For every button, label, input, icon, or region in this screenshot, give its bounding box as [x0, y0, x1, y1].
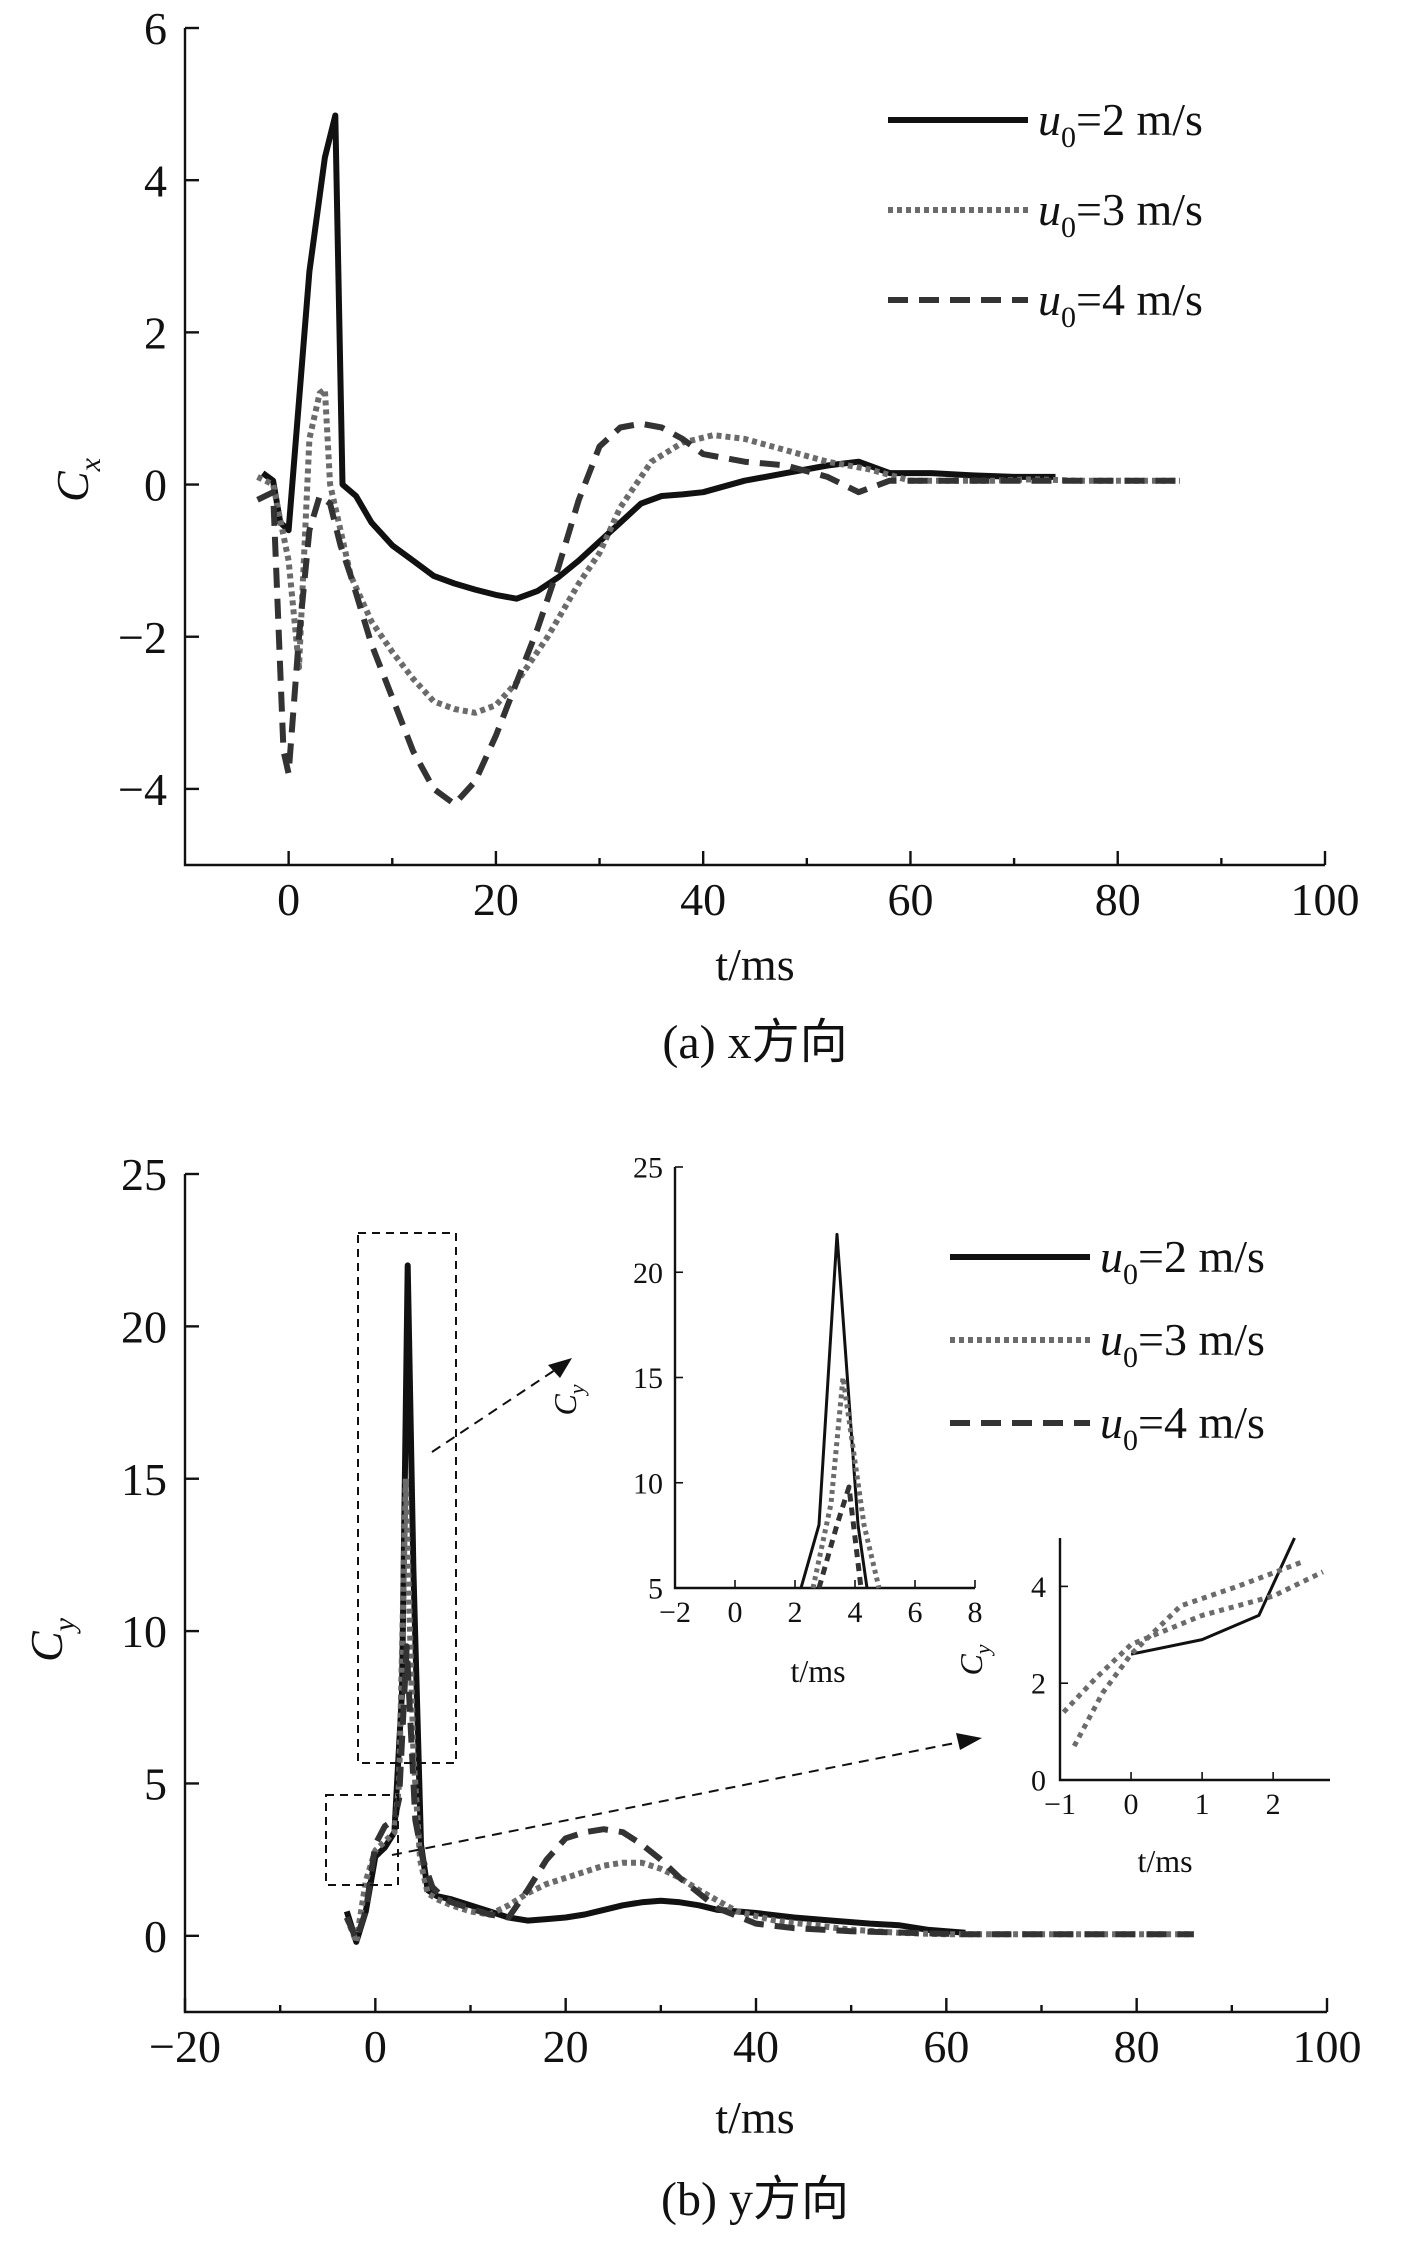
chart-inset1-xtick-label: 4	[848, 1596, 863, 1629]
zoom-box-start	[325, 1794, 399, 1886]
inset-peak: −2 0 2 4 6 8 5 10 15 20 25 Cy t/ms	[547, 1152, 983, 1690]
legend-label-4: u0=4 m/s	[1100, 1397, 1265, 1457]
chart-b-axes	[183, 1174, 1327, 2014]
chart-inset1-ytick-label: 15	[633, 1362, 663, 1395]
chart-inset1-xtick-label: 0	[728, 1596, 743, 1629]
chart-b-ytick-label: 15	[121, 1454, 167, 1505]
chart-b-xtick-label: 80	[1114, 2021, 1160, 2072]
chart-inset1-ytick-label: 10	[633, 1467, 663, 1500]
chart-inset1-series-2ms	[799, 1232, 869, 1589]
chart-inset2-series-4ms	[1071, 1559, 1303, 1748]
chart-a-ytick-label: 2	[144, 307, 167, 358]
chart-a-ylabel: Cx	[47, 457, 107, 502]
chart-b-series-3ms	[344, 1475, 1194, 1945]
zoom-arrow-start	[391, 1741, 961, 1856]
chart-a-series-4ms	[256, 420, 1180, 808]
chart-b-xtick-label: 40	[733, 2021, 779, 2072]
zoom-arrow-start-head	[956, 1733, 982, 1750]
chart-b-legend: u0=2 m/s u0=3 m/s u0=4 m/s	[950, 1231, 1265, 1457]
chart-a-ytick-label: 0	[144, 460, 167, 511]
chart-b-xlabel: t/ms	[715, 2092, 794, 2143]
chart-a-ytick-label: −2	[118, 612, 167, 663]
chart-a-xtick-label: 100	[1291, 874, 1360, 925]
chart-inset2-ytick-label: 4	[1031, 1571, 1046, 1604]
chart-inset2-ytick-label: 0	[1031, 1765, 1046, 1798]
legend-label-2: u0=2 m/s	[1038, 94, 1203, 154]
chart-b-ytick-label: 20	[121, 1301, 167, 1352]
legend-label-3: u0=3 m/s	[1100, 1314, 1265, 1374]
chart-b-ytick-label: 0	[144, 1911, 167, 1962]
chart-inset1-ytick-label: 20	[633, 1257, 663, 1290]
chart-b-caption: (b) y方向	[661, 2173, 849, 2226]
chart-b-xtick-label: −20	[149, 2021, 221, 2072]
inset-start-axes	[1058, 1538, 1330, 1782]
inset-peak-xlabel: t/ms	[790, 1653, 845, 1689]
chart-a: 0 20 40 60 80 100 −4 −2 0 2 4 6 Cx t/ms (a) x方向 u0=…	[47, 3, 1360, 1069]
chart-b-xtick-label: 60	[923, 2021, 969, 2072]
inset-start-ylabel: Cy	[953, 1644, 995, 1675]
zoom-arrow-peak-head	[548, 1358, 572, 1378]
chart-inset1-series-4ms	[816, 1484, 864, 1589]
chart-inset1-series-3ms	[810, 1375, 882, 1589]
chart-b-ytick-label: 10	[121, 1606, 167, 1657]
chart-a-series-3ms	[256, 386, 1180, 716]
chart-a-xlabel: t/ms	[715, 939, 794, 990]
chart-inset2-series-2ms	[1130, 1537, 1296, 1656]
inset-start-xlabel: t/ms	[1137, 1843, 1192, 1879]
chart-a-ytick-label: 4	[144, 155, 167, 206]
chart-a-ytick-label: −4	[118, 764, 167, 815]
zoom-box-peak	[357, 1232, 457, 1764]
chart-inset1-xtick-label: 2	[788, 1596, 803, 1629]
chart-b-ylabel: Cy	[21, 1617, 81, 1662]
chart-a-xtick-label: 0	[277, 874, 300, 925]
legend-label-2: u0=2 m/s	[1100, 1231, 1265, 1291]
chart-inset2-xtick-label: 1	[1195, 1788, 1210, 1821]
chart-a-xtick-label: 40	[680, 874, 726, 925]
chart-inset1-ytick-label: 25	[633, 1152, 663, 1185]
chart-b-ytick-label: 25	[121, 1149, 167, 1200]
legend-label-3: u0=3 m/s	[1038, 184, 1203, 244]
chart-a-xtick-label: 60	[887, 874, 933, 925]
chart-inset2-xtick-label: 0	[1124, 1788, 1139, 1821]
inset-peak-ylabel: Cy	[547, 1384, 589, 1415]
chart-a-xtick-label: 80	[1095, 874, 1141, 925]
chart-inset1-xtick-label: 8	[968, 1596, 983, 1629]
zoom-arrow-peak	[431, 1369, 556, 1453]
chart-a-legend: u0=2 m/s u0=3 m/s u0=4 m/s	[888, 94, 1203, 334]
chart-a-ytick-label: 6	[144, 3, 167, 54]
chart-b-xtick-label: 100	[1293, 2021, 1362, 2072]
chart-b-xtick-label: 0	[364, 2021, 387, 2072]
chart-inset2-xtick-label: −1	[1044, 1788, 1076, 1821]
chart-inset1-ytick-label: 5	[648, 1573, 663, 1606]
chart-inset1-xtick-label: −2	[659, 1596, 691, 1629]
chart-inset2-xtick-label: 2	[1266, 1788, 1281, 1821]
chart-inset2-ytick-label: 2	[1031, 1668, 1046, 1701]
chart-a-series-2ms	[260, 112, 1056, 602]
chart-a-axes	[183, 28, 1325, 867]
chart-inset1-xtick-label: 6	[908, 1596, 923, 1629]
chart-a-caption: (a) x方向	[662, 1016, 847, 1069]
legend-label-4: u0=4 m/s	[1038, 274, 1203, 334]
chart-inset2-series-3ms	[1061, 1569, 1324, 1714]
chart-b-xtick-label: 20	[543, 2021, 589, 2072]
chart-b-ytick-label: 5	[144, 1759, 167, 1810]
chart-b-series-4ms	[344, 1643, 1194, 1942]
chart-a-xtick-label: 20	[473, 874, 519, 925]
